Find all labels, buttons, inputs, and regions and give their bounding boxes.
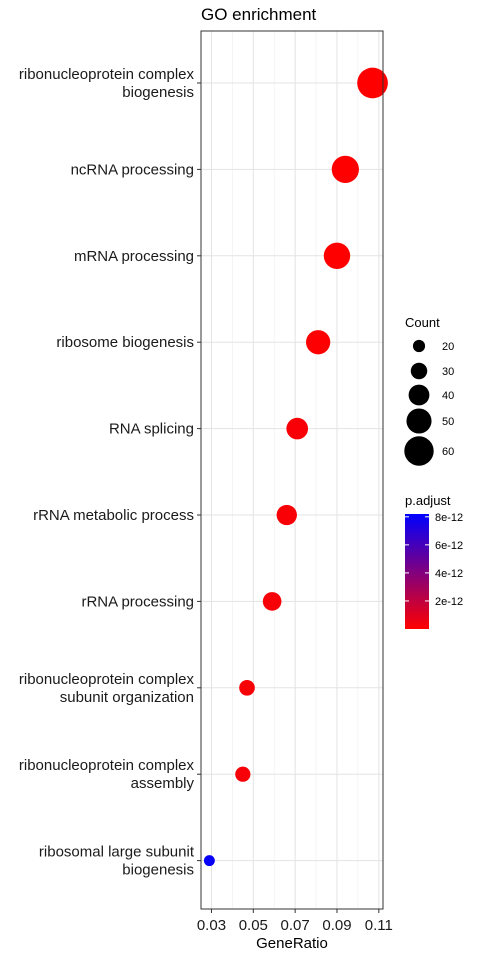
count-legend-key [404, 436, 434, 466]
x-tick-label: 0.07 [281, 917, 310, 934]
x-tick-label: 0.03 [197, 917, 226, 934]
x-tick-label: 0.05 [239, 917, 268, 934]
count-legend-key [408, 384, 430, 406]
y-tick-label: subunit organization [60, 689, 194, 706]
data-point [306, 330, 331, 355]
x-axis-ticks: 0.03 0.05 0.07 0.09 0.11 [197, 909, 393, 934]
y-axis-ticks: ribonucleoprotein complexbiogenesisncRNA… [19, 66, 201, 879]
y-tick-label: rRNA processing [81, 593, 194, 610]
padjust-colorbar [405, 514, 429, 629]
padjust-legend-label: 4e-12 [435, 568, 463, 580]
count-legend-label: 60 [442, 446, 454, 458]
y-tick-label: ribosomal large subunit [39, 844, 195, 861]
count-legend-label: 20 [442, 341, 454, 353]
count-legend-label: 30 [442, 366, 454, 378]
count-legend-label: 50 [442, 416, 454, 428]
data-point [323, 242, 351, 269]
y-tick-label: RNA splicing [109, 421, 194, 438]
x-tick-label: 0.11 [365, 917, 393, 934]
padjust-legend-label: 2e-12 [435, 596, 463, 608]
y-tick-label: ribonucleoprotein complex [19, 66, 195, 83]
y-tick-label: assembly [131, 775, 195, 792]
data-point [286, 417, 309, 440]
data-points [203, 67, 388, 867]
y-tick-label: mRNA processing [74, 248, 194, 265]
y-tick-label: ncRNA processing [71, 161, 194, 178]
count-legend-key [412, 339, 426, 353]
count-legend: Count 20 30 40 50 60 [404, 315, 454, 466]
data-point [262, 592, 282, 611]
count-legend-label: 40 [442, 390, 454, 402]
padjust-legend: p.adjust 8e-12 6e-12 4e-12 2e-12 [405, 493, 463, 629]
data-point [235, 766, 251, 782]
y-tick-label: biogenesis [122, 862, 194, 879]
x-axis-title: GeneRatio [256, 935, 328, 952]
padjust-legend-label: 6e-12 [435, 540, 463, 552]
y-tick-label: biogenesis [122, 84, 194, 101]
padjust-legend-title: p.adjust [405, 493, 451, 508]
y-tick-label: ribonucleoprotein complex [19, 671, 195, 688]
x-tick-label: 0.09 [322, 917, 351, 934]
count-legend-key [410, 362, 428, 380]
padjust-legend-label: 8e-12 [435, 512, 463, 524]
y-tick-label: ribosome biogenesis [56, 334, 194, 351]
count-legend-title: Count [405, 315, 440, 330]
data-point [331, 155, 359, 184]
y-tick-label: rRNA metabolic process [33, 507, 194, 524]
plot-panel-border [200, 30, 384, 910]
count-legend-key [406, 408, 432, 434]
data-point [239, 679, 255, 696]
data-point [357, 67, 388, 99]
data-point [203, 855, 215, 867]
data-point [276, 504, 297, 526]
chart-title: GO enrichment [201, 5, 317, 24]
y-tick-label: ribonucleoprotein complex [19, 757, 195, 774]
